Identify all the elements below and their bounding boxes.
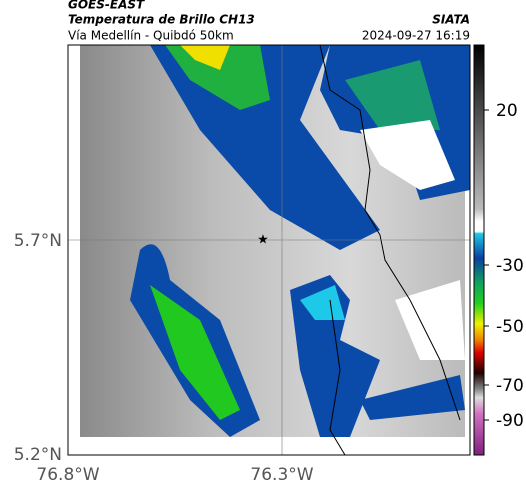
source: GOES-EAST	[68, 0, 145, 12]
map-frame	[67, 44, 471, 456]
timestamp: 2024-09-27 16:19	[362, 29, 470, 43]
lon-label: 76.8°W	[36, 465, 99, 485]
colorbar-tick: -30	[496, 256, 524, 276]
title: Temperatura de Brillo CH13	[68, 13, 255, 27]
colorbar-tick: -70	[496, 376, 524, 396]
colorbar-tick: -50	[496, 317, 524, 337]
colorbar	[473, 44, 485, 456]
colorbar-tick: -90	[496, 411, 524, 431]
lon-label: 76.3°W	[250, 465, 313, 485]
brand: SIATA	[432, 13, 470, 27]
lat-label: 5.7°N	[14, 231, 62, 251]
colorbar-tick: 20	[496, 101, 518, 121]
lat-label: 5.2°N	[14, 445, 62, 465]
route: Vía Medellín - Quibdó 50km	[68, 29, 234, 43]
svg-text:★: ★	[257, 233, 269, 248]
satellite-image: ★	[68, 45, 470, 455]
